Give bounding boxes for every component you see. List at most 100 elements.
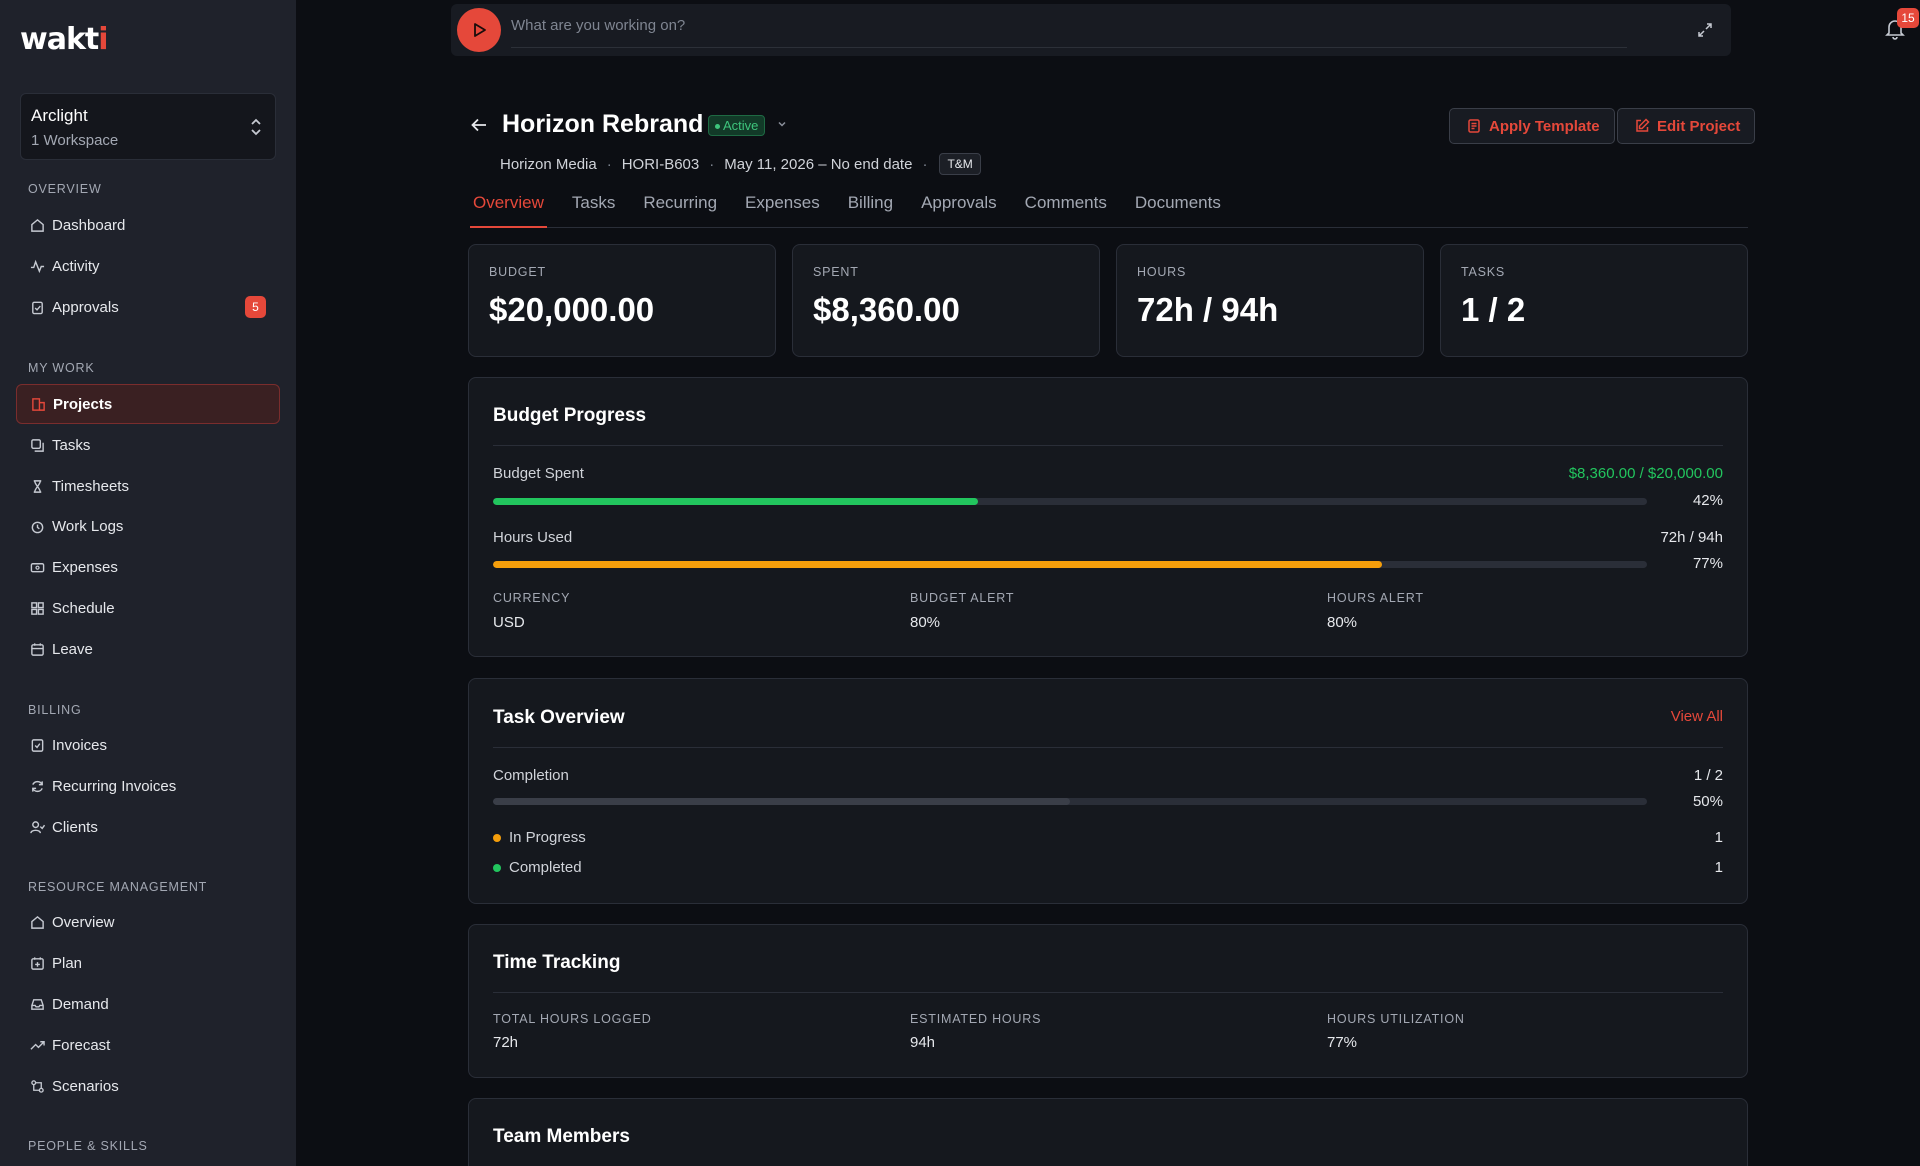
tab-expenses[interactable]: Expenses	[745, 193, 820, 212]
sidebar-item-label: Overview	[52, 913, 115, 931]
stat-card-tasks: TASKS 1 / 2	[1440, 244, 1748, 357]
chevron-down-icon[interactable]	[777, 119, 787, 129]
sidebar-item-scenarios[interactable]: Scenarios	[16, 1066, 280, 1106]
sidebar-item-label: Invoices	[52, 736, 108, 754]
sidebar-item-dashboard[interactable]: Dashboard	[16, 205, 280, 245]
total-hours-value: 72h	[493, 1034, 519, 1051]
edit-project-button[interactable]: Edit Project	[1617, 108, 1756, 144]
sidebar-item-work-logs[interactable]: Work Logs	[16, 506, 280, 546]
workspace-name: Arclight	[31, 106, 88, 125]
task-overview-panel: Task Overview View All Completion 1 / 2 …	[468, 678, 1748, 904]
sidebar-item-forecast[interactable]: Forecast	[16, 1025, 280, 1065]
timer-description-input[interactable]	[511, 4, 1627, 48]
sidebar-item-label: Schedule	[52, 599, 115, 617]
estimated-hours-value: 94h	[910, 1034, 936, 1051]
project-dates: May 11, 2026 – No end date	[724, 155, 913, 173]
stat-label: SPENT	[813, 265, 859, 279]
panel-title: Budget Progress	[493, 405, 647, 426]
sidebar-item-invoices[interactable]: Invoices	[16, 725, 280, 765]
back-arrow-icon[interactable]	[470, 116, 488, 134]
tab-billing[interactable]: Billing	[847, 193, 894, 212]
separator: ·	[709, 155, 715, 173]
play-icon	[474, 23, 486, 37]
sidebar-item-schedule[interactable]: Schedule	[16, 588, 280, 628]
users-icon	[29, 819, 45, 835]
panel-title: Time Tracking	[493, 952, 621, 973]
sidebar-item-timesheets[interactable]: Timesheets	[16, 466, 280, 506]
in-progress-dot	[493, 834, 501, 842]
workspace-switcher[interactable]: Arclight 1 Workspace	[20, 93, 276, 160]
hours-percent: 77%	[1692, 555, 1723, 572]
project-meta: Horizon Media · HORI-B603 · May 11, 2026…	[500, 153, 981, 175]
stat-value: 1 / 2	[1461, 291, 1526, 328]
completed-count: 1	[1714, 859, 1723, 876]
hours-alert-value: 80%	[1327, 614, 1358, 631]
sidebar-item-label: Clients	[52, 818, 98, 836]
budget-progress-panel: Budget Progress Budget Spent $8,360.00 /…	[468, 377, 1748, 657]
app-logo[interactable]: wakt i	[20, 22, 109, 57]
budget-alert-label: BUDGET ALERT	[910, 591, 1015, 605]
refresh-icon	[29, 778, 45, 794]
tab-approvals[interactable]: Approvals	[921, 193, 997, 212]
team-members-panel: Team Members	[468, 1098, 1748, 1166]
hours-used-value: 72h / 94h	[1660, 529, 1723, 546]
sidebar-item-recurring-invoices[interactable]: Recurring Invoices	[16, 766, 280, 806]
hours-alert-label: HOURS ALERT	[1327, 591, 1424, 605]
calendar-icon	[29, 641, 45, 657]
sidebar-item-tasks[interactable]: Tasks	[16, 425, 280, 465]
budget-alert-value: 80%	[910, 614, 941, 631]
stat-value: 72h / 94h	[1137, 291, 1279, 328]
expand-icon[interactable]	[1697, 22, 1713, 38]
sidebar-item-resource-overview[interactable]: Overview	[16, 902, 280, 942]
budget-spent-label: Budget Spent	[493, 465, 584, 482]
sidebar-item-label: Activity	[52, 257, 100, 275]
apply-template-button[interactable]: Apply Template	[1449, 108, 1615, 144]
tab-tasks[interactable]: Tasks	[571, 193, 616, 212]
completion-label: Completion	[493, 767, 569, 784]
workspace-count: 1 Workspace	[31, 132, 119, 149]
sidebar-item-demand[interactable]: Demand	[16, 984, 280, 1024]
hours-progress-fill	[493, 561, 1382, 568]
project-code: HORI-B603	[621, 155, 700, 173]
budget-percent: 42%	[1692, 492, 1723, 509]
sidebar-item-label: Demand	[52, 995, 109, 1013]
divider	[493, 992, 1723, 993]
inbox-icon	[29, 996, 45, 1012]
section-my-work: MY WORK	[28, 361, 95, 375]
approvals-count-badge: 5	[245, 296, 266, 318]
completion-percent: 50%	[1692, 793, 1723, 810]
view-all-link[interactable]: View All	[1670, 708, 1723, 725]
folder-icon	[30, 396, 46, 412]
sidebar-item-expenses[interactable]: Expenses	[16, 547, 280, 587]
sidebar-item-projects[interactable]: Projects	[16, 384, 280, 424]
hours-used-label: Hours Used	[493, 529, 573, 546]
sidebar-item-activity[interactable]: Activity	[16, 246, 280, 286]
tab-overview[interactable]: Overview	[470, 188, 547, 228]
tab-documents[interactable]: Documents	[1134, 193, 1221, 212]
project-status-badge[interactable]: Active	[708, 115, 766, 136]
start-timer-button[interactable]	[457, 8, 501, 52]
tab-comments[interactable]: Comments	[1024, 193, 1107, 212]
sidebar: wakt i Arclight 1 Workspace OVERVIEW Dash…	[0, 0, 296, 1166]
project-tabs: Overview Tasks Recurring Expenses Billin…	[470, 188, 1748, 228]
sidebar-item-label: Work Logs	[52, 517, 124, 535]
sidebar-item-clients[interactable]: Clients	[16, 807, 280, 847]
sidebar-item-approvals[interactable]: Approvals 5	[16, 287, 280, 327]
stat-value: $20,000.00	[489, 291, 655, 328]
sidebar-item-label: Tasks	[52, 436, 91, 454]
tab-recurring[interactable]: Recurring	[643, 193, 718, 212]
sidebar-item-label: Recurring Invoices	[52, 777, 177, 795]
sidebar-item-label: Expenses	[52, 558, 118, 576]
calendar-plus-icon	[29, 955, 45, 971]
sidebar-item-leave[interactable]: Leave	[16, 629, 280, 669]
panel-title: Task Overview	[493, 707, 625, 728]
completion-value: 1 / 2	[1693, 767, 1723, 784]
grid-icon	[29, 600, 45, 616]
notifications-count-badge: 15	[1897, 8, 1919, 28]
sidebar-item-label: Scenarios	[52, 1077, 119, 1095]
completion-progress-bar	[493, 798, 1647, 805]
completed-label: Completed	[509, 859, 582, 876]
budget-progress-fill	[493, 498, 978, 505]
project-title: Horizon Rebrand	[502, 110, 704, 138]
sidebar-item-plan[interactable]: Plan	[16, 943, 280, 983]
